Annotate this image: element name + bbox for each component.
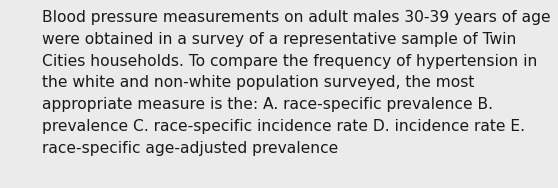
Text: Cities households. To compare the frequency of hypertension in: Cities households. To compare the freque… (42, 54, 537, 69)
Text: the white and non-white population surveyed, the most: the white and non-white population surve… (42, 75, 474, 90)
Text: race-specific age-adjusted prevalence: race-specific age-adjusted prevalence (42, 141, 338, 156)
Text: prevalence C. race-specific incidence rate D. incidence rate E.: prevalence C. race-specific incidence ra… (42, 119, 525, 134)
Text: Blood pressure measurements on adult males 30-39 years of age: Blood pressure measurements on adult mal… (42, 10, 551, 25)
Text: were obtained in a survey of a representative sample of Twin: were obtained in a survey of a represent… (42, 32, 516, 47)
Text: appropriate measure is the: A. race-specific prevalence B.: appropriate measure is the: A. race-spec… (42, 97, 493, 112)
